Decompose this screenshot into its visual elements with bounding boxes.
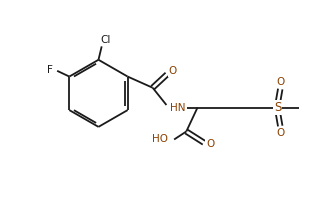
- Text: O: O: [277, 77, 285, 87]
- Text: Cl: Cl: [100, 35, 111, 45]
- Text: O: O: [169, 66, 177, 76]
- Text: HN: HN: [170, 103, 186, 113]
- Text: HO: HO: [152, 135, 168, 145]
- Text: O: O: [206, 139, 214, 149]
- Text: O: O: [277, 128, 285, 138]
- Text: S: S: [274, 101, 281, 114]
- Text: F: F: [46, 64, 52, 74]
